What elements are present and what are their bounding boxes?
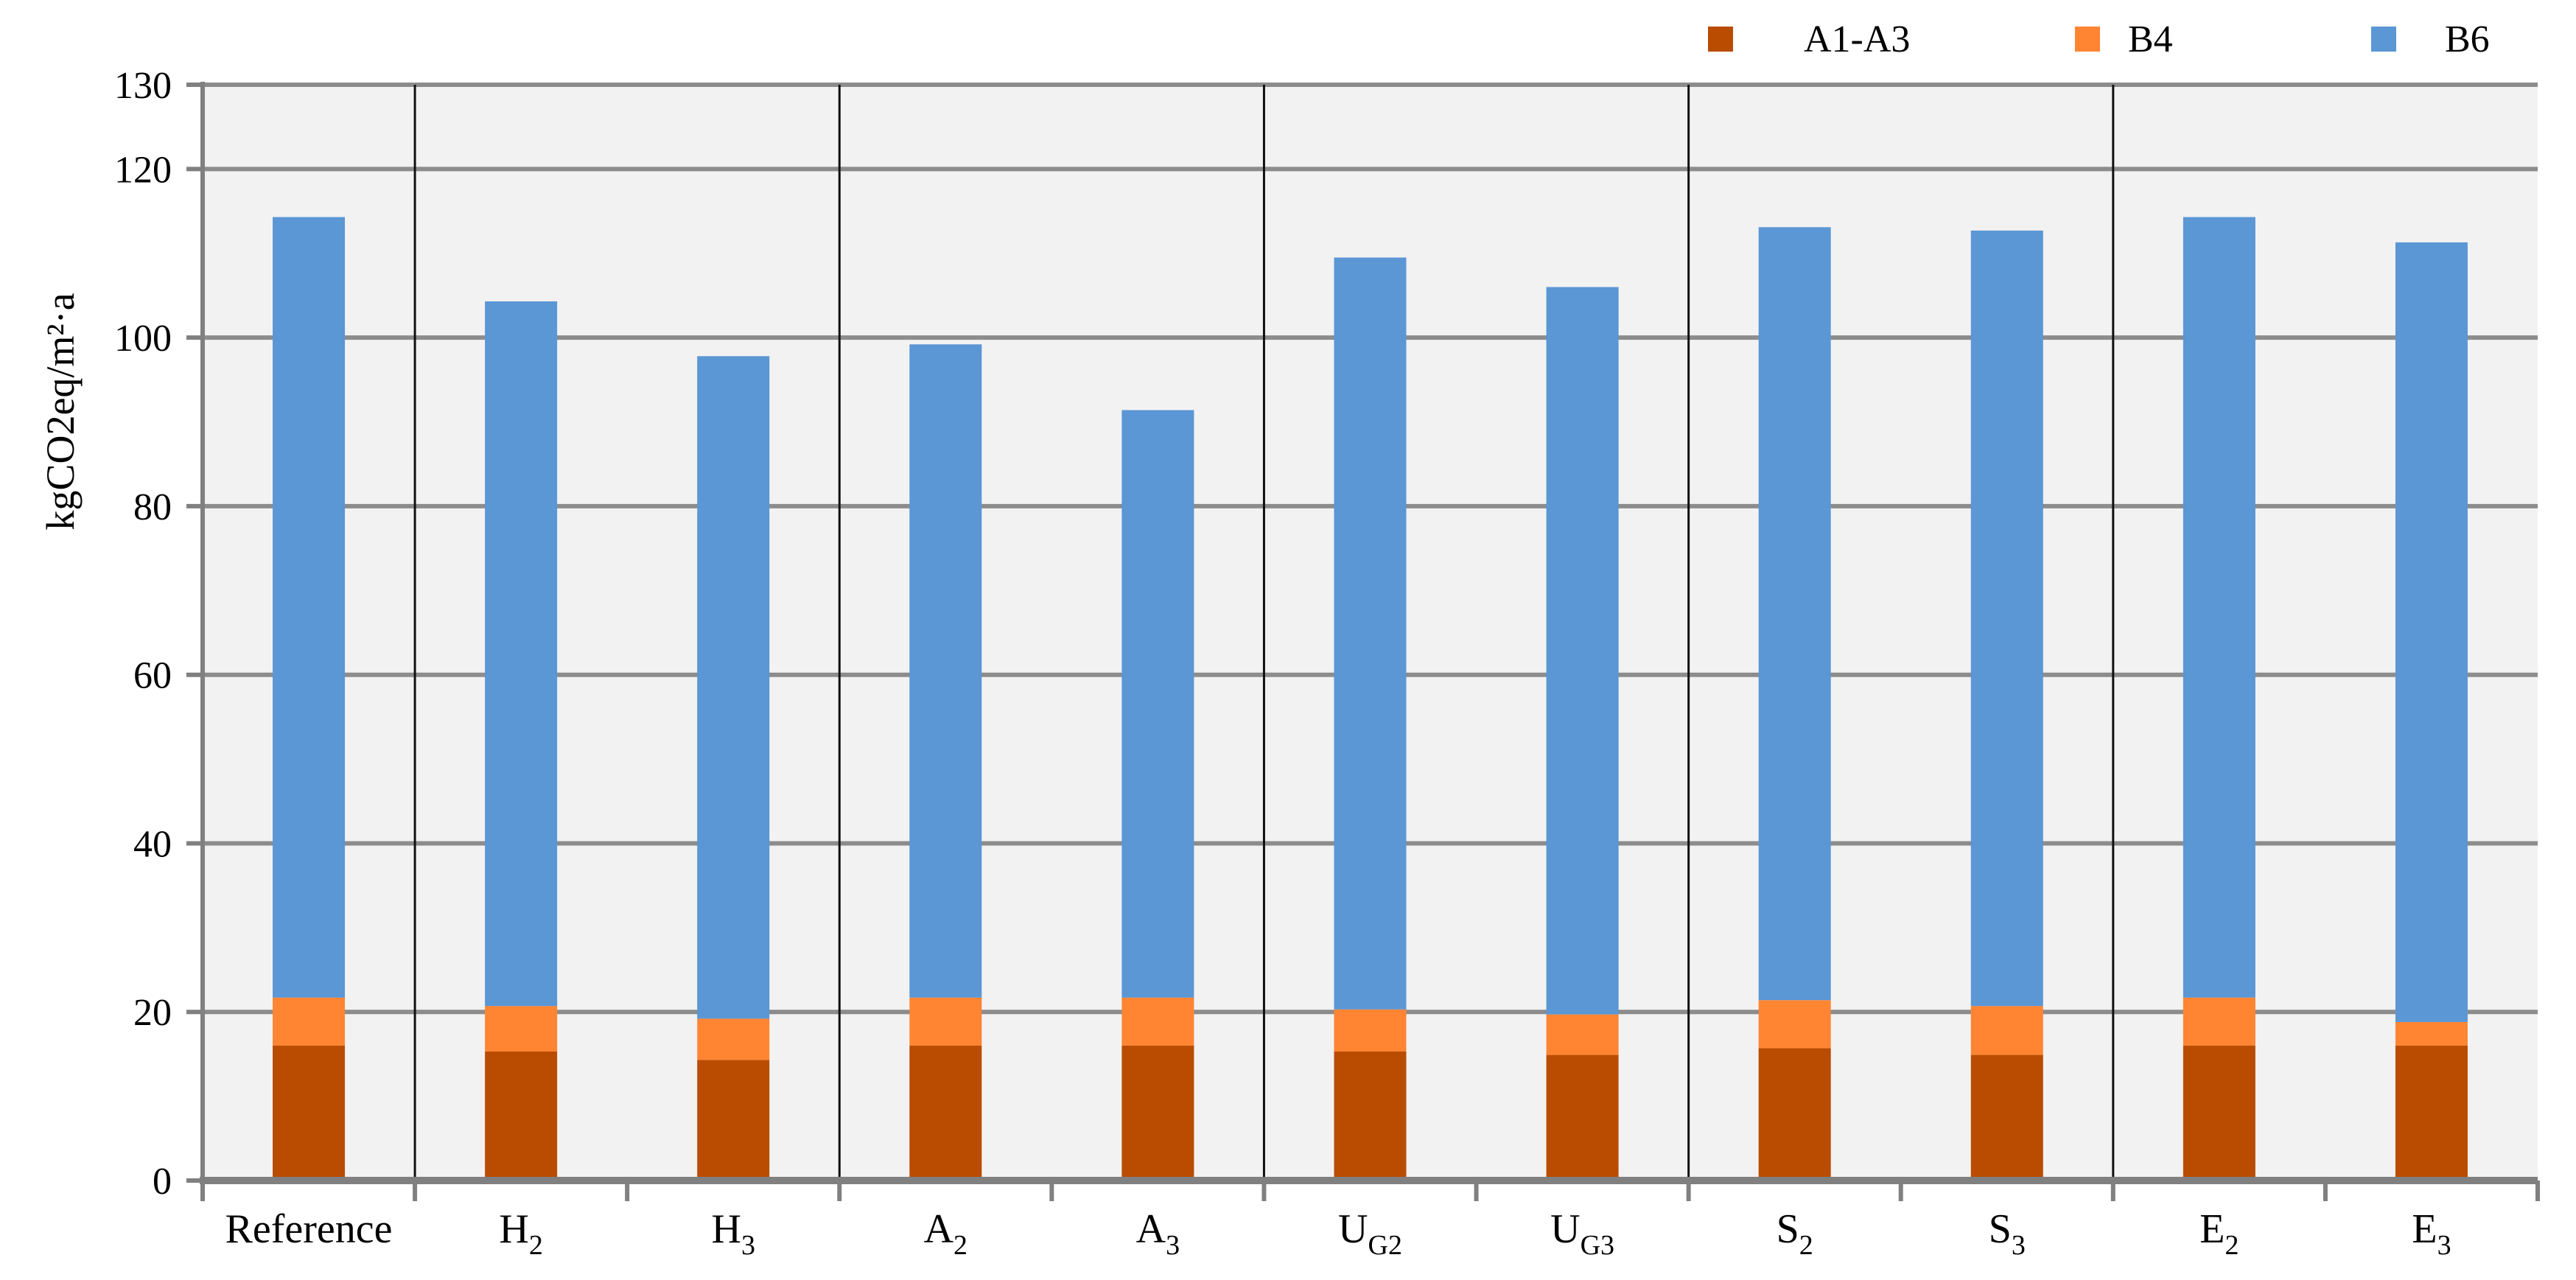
y-tick-label: 20: [133, 992, 172, 1034]
y-tick-label: 40: [133, 823, 172, 865]
x-tick-label: H3: [712, 1206, 755, 1261]
bar-a1-a3-0: [273, 1045, 346, 1181]
x-tick-label: H2: [499, 1206, 542, 1261]
y-tick-label: 60: [133, 655, 172, 697]
y-tick-label: 130: [114, 65, 172, 107]
bar-a1-a3-1: [485, 1051, 558, 1181]
x-tick-label: A3: [1136, 1206, 1180, 1261]
bar-b6-0: [273, 217, 346, 998]
axes: 0 20 40 60 80 100 120 130 Reference H2 H3 A2 A3 UG2 UG…: [114, 65, 2540, 1261]
bar-b6-10: [2395, 242, 2468, 1022]
bars: [273, 217, 2468, 1181]
bar-a1-a3-6: [1546, 1055, 1619, 1181]
bar-a1-a3-2: [697, 1060, 770, 1181]
bar-a1-a3-5: [1334, 1051, 1407, 1181]
x-tick-label: UG2: [1338, 1206, 1402, 1261]
bar-b4-0: [273, 997, 346, 1046]
x-tick-label: S2: [1777, 1206, 1813, 1261]
y-tick-label: 100: [114, 318, 172, 360]
bar-a1-a3-8: [1970, 1055, 2043, 1181]
y-axis-label: kgCO2eq/m²·a: [38, 293, 83, 530]
bar-a1-a3-9: [2183, 1045, 2255, 1181]
legend-swatch-0: [1708, 27, 1733, 52]
legend-label-2: B6: [2445, 18, 2490, 60]
x-tick-label: E3: [2412, 1206, 2451, 1261]
group-separators: [413, 85, 2115, 1181]
legend-swatch-1: [2075, 27, 2100, 52]
bar-b6-3: [909, 344, 982, 998]
bar-a1-a3-10: [2395, 1045, 2468, 1181]
legend-swatch-2: [2371, 27, 2396, 52]
legend-label-0: A1-A3: [1804, 18, 1910, 60]
legend-label-1: B4: [2128, 18, 2173, 60]
bar-b4-5: [1334, 1009, 1407, 1052]
bar-b6-5: [1334, 257, 1407, 1010]
legend: A1-A3 B4 B6: [1708, 18, 2490, 60]
bar-b4-6: [1546, 1014, 1619, 1055]
bar-b6-4: [1121, 410, 1194, 998]
bar-b4-1: [485, 1006, 558, 1052]
bar-b4-7: [1758, 1000, 1831, 1049]
bar-b4-10: [2395, 1021, 2468, 1046]
bar-b6-6: [1546, 287, 1619, 1015]
bar-b4-3: [909, 997, 982, 1046]
x-tick-label: S3: [1989, 1206, 2026, 1261]
bar-a1-a3-4: [1121, 1045, 1194, 1181]
bar-b4-9: [2183, 997, 2255, 1046]
bar-a1-a3-7: [1758, 1048, 1831, 1181]
x-tick-label: UG3: [1550, 1206, 1614, 1261]
bar-a1-a3-3: [909, 1045, 982, 1181]
bar-b4-8: [1970, 1006, 2043, 1055]
bar-b6-2: [697, 356, 770, 1019]
x-tick-label: A2: [924, 1206, 967, 1261]
y-tick-label: 120: [114, 149, 172, 191]
bar-b6-1: [485, 301, 558, 1007]
bar-b4-4: [1121, 997, 1194, 1046]
y-tick-label: 0: [153, 1161, 172, 1203]
x-tick-label: Reference: [225, 1206, 393, 1252]
bar-b6-7: [1758, 227, 1831, 1001]
bar-b4-2: [697, 1018, 770, 1060]
x-tick-label: E2: [2199, 1206, 2239, 1261]
y-tick-label: 80: [133, 486, 172, 528]
bar-b6-8: [1970, 230, 2043, 1007]
bar-b6-9: [2183, 217, 2255, 998]
